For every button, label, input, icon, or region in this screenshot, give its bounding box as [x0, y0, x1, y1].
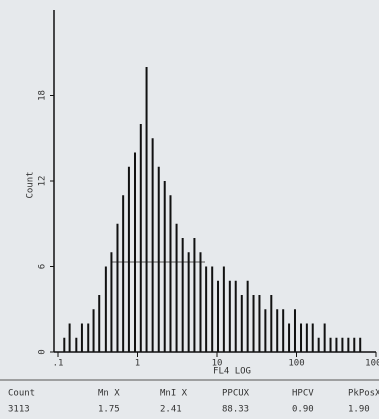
stats-header: PkPosX — [348, 389, 379, 399]
stats-value: 1.75 — [98, 405, 120, 415]
y-axis-label: Count — [26, 171, 36, 198]
stats-header: Mn X — [98, 389, 120, 399]
stats-value: 1.90 — [348, 405, 370, 415]
y-tick-label: 6 — [38, 264, 48, 269]
stats-value: 0.90 — [292, 405, 314, 415]
y-tick-label: 18 — [38, 90, 48, 101]
y-tick-label: 0 — [38, 349, 48, 354]
stats-header: PPCUX — [222, 389, 250, 399]
stats-value: 2.41 — [160, 405, 182, 415]
stats-value: 88.33 — [222, 405, 249, 415]
x-tick-label: 1 — [135, 359, 140, 369]
x-tick-label: 10 — [212, 359, 223, 369]
background — [0, 0, 379, 419]
stats-header: HPCV — [292, 389, 314, 399]
stats-header: Count — [8, 389, 35, 399]
x-tick-label: 1000 — [365, 359, 379, 369]
screen: FL4 LOG Count 061218.11101001000Count311… — [0, 0, 379, 419]
x-tick-label: 100 — [288, 359, 304, 369]
y-tick-label: 12 — [38, 176, 48, 187]
x-tick-label: .1 — [53, 359, 64, 369]
stats-header: MnI X — [160, 389, 188, 399]
stats-value: 3113 — [8, 405, 30, 415]
